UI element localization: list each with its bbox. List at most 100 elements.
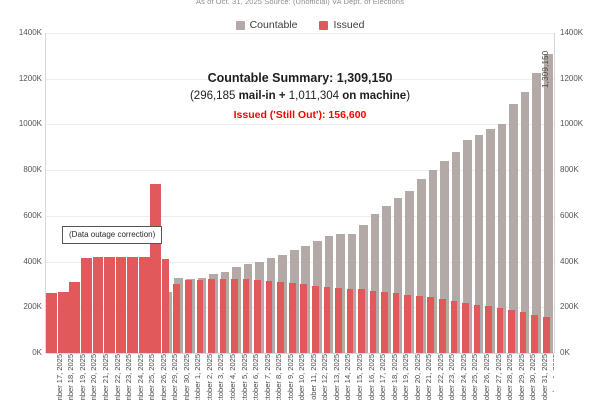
- bar-group[interactable]: [127, 33, 138, 353]
- bar-issued[interactable]: [450, 300, 458, 353]
- bar-countable[interactable]: [359, 225, 368, 353]
- bar-group[interactable]: [104, 33, 115, 353]
- bar-group[interactable]: [138, 33, 150, 353]
- bar-countable[interactable]: [474, 134, 484, 353]
- bar-issued[interactable]: [438, 299, 446, 353]
- bar-group[interactable]: [335, 33, 346, 353]
- bar-issued[interactable]: [358, 289, 365, 353]
- bar-issued[interactable]: [81, 258, 92, 353]
- bar-issued[interactable]: [265, 281, 273, 353]
- legend-item-countable[interactable]: Countable: [235, 19, 297, 31]
- bar-group[interactable]: [57, 33, 69, 353]
- bar-group[interactable]: [473, 33, 485, 353]
- bar-group[interactable]: [485, 33, 496, 353]
- bar-countable[interactable]: [405, 190, 415, 353]
- bar-issued[interactable]: [69, 281, 81, 353]
- bar-issued[interactable]: [323, 286, 331, 353]
- bar-issued[interactable]: [531, 314, 539, 353]
- bar-countable[interactable]: [440, 161, 449, 353]
- bar-group[interactable]: [427, 33, 438, 353]
- bar-issued[interactable]: [92, 257, 104, 353]
- bar-issued[interactable]: [196, 279, 204, 353]
- bar-group[interactable]: [173, 33, 184, 353]
- bar-group[interactable]: [358, 33, 369, 353]
- bar-group[interactable]: [496, 33, 508, 353]
- bar-countable[interactable]: [509, 103, 518, 353]
- legend-item-issued[interactable]: Issued: [319, 19, 364, 31]
- bar-group[interactable]: [219, 33, 231, 353]
- bar-group[interactable]: [150, 33, 162, 353]
- bar-issued[interactable]: [311, 285, 319, 353]
- bar-group[interactable]: [69, 33, 81, 353]
- bar-issued[interactable]: [335, 287, 342, 353]
- bar-group[interactable]: [531, 33, 542, 353]
- bar-group[interactable]: [381, 33, 392, 353]
- bar-issued[interactable]: [288, 283, 296, 353]
- bar-issued[interactable]: [485, 306, 492, 353]
- bar-issued[interactable]: [369, 290, 377, 353]
- bar-issued[interactable]: [542, 317, 550, 353]
- bar-issued[interactable]: [231, 278, 238, 353]
- bar-issued[interactable]: [300, 284, 308, 353]
- bar-issued[interactable]: [277, 282, 284, 353]
- bar-countable[interactable]: [497, 124, 507, 353]
- bar-group[interactable]: [415, 33, 427, 353]
- bar-group[interactable]: [542, 33, 554, 353]
- bar-issued[interactable]: [392, 293, 400, 353]
- bar-issued[interactable]: [138, 257, 150, 353]
- bar-countable[interactable]: [428, 170, 438, 353]
- bar-countable[interactable]: [382, 205, 391, 353]
- bar-group[interactable]: [81, 33, 92, 353]
- bar-group[interactable]: [242, 33, 254, 353]
- bar-group[interactable]: [161, 33, 173, 353]
- bar-group[interactable]: [208, 33, 219, 353]
- bar-countable[interactable]: [451, 151, 461, 353]
- bar-issued[interactable]: [346, 288, 354, 353]
- bar-issued[interactable]: [462, 302, 469, 353]
- bar-group[interactable]: [450, 33, 462, 353]
- bar-issued[interactable]: [427, 297, 435, 353]
- bar-group[interactable]: [46, 33, 58, 353]
- bar-issued[interactable]: [127, 257, 138, 353]
- bar-group[interactable]: [92, 33, 104, 353]
- bar-issued[interactable]: [184, 279, 192, 353]
- bar-group[interactable]: [508, 33, 519, 353]
- bar-group[interactable]: [196, 33, 208, 353]
- bar-issued[interactable]: [219, 278, 227, 353]
- bar-countable[interactable]: [520, 92, 530, 353]
- bar-issued[interactable]: [404, 294, 412, 353]
- bar-issued[interactable]: [208, 279, 215, 353]
- bar-issued[interactable]: [381, 291, 388, 353]
- bar-group[interactable]: [438, 33, 450, 353]
- bar-issued[interactable]: [57, 292, 69, 353]
- bar-group[interactable]: [115, 33, 127, 353]
- bar-countable[interactable]: [543, 53, 553, 353]
- bar-issued[interactable]: [242, 279, 250, 353]
- bar-group[interactable]: [323, 33, 335, 353]
- bar-group[interactable]: [277, 33, 288, 353]
- bar-issued[interactable]: [415, 295, 423, 353]
- bar-issued[interactable]: [104, 257, 115, 353]
- bar-group[interactable]: [265, 33, 277, 353]
- bar-issued[interactable]: [254, 280, 261, 353]
- bar-group[interactable]: [404, 33, 415, 353]
- bar-countable[interactable]: [393, 197, 403, 353]
- bar-issued[interactable]: [519, 312, 527, 353]
- bar-issued[interactable]: [496, 307, 504, 353]
- bar-group[interactable]: [300, 33, 311, 353]
- bar-countable[interactable]: [463, 140, 472, 353]
- bar-group[interactable]: [392, 33, 404, 353]
- bar-issued[interactable]: [173, 284, 181, 353]
- bar-countable[interactable]: [370, 213, 380, 353]
- bar-group[interactable]: [462, 33, 473, 353]
- bar-countable[interactable]: [486, 129, 495, 353]
- bar-issued[interactable]: [150, 183, 162, 353]
- bar-issued[interactable]: [46, 293, 58, 353]
- bar-countable[interactable]: [416, 179, 426, 353]
- bar-issued[interactable]: [508, 310, 515, 353]
- bar-group[interactable]: [311, 33, 323, 353]
- bar-issued[interactable]: [115, 257, 127, 353]
- bar-group[interactable]: [519, 33, 531, 353]
- bar-group[interactable]: [184, 33, 196, 353]
- bar-group[interactable]: [369, 33, 381, 353]
